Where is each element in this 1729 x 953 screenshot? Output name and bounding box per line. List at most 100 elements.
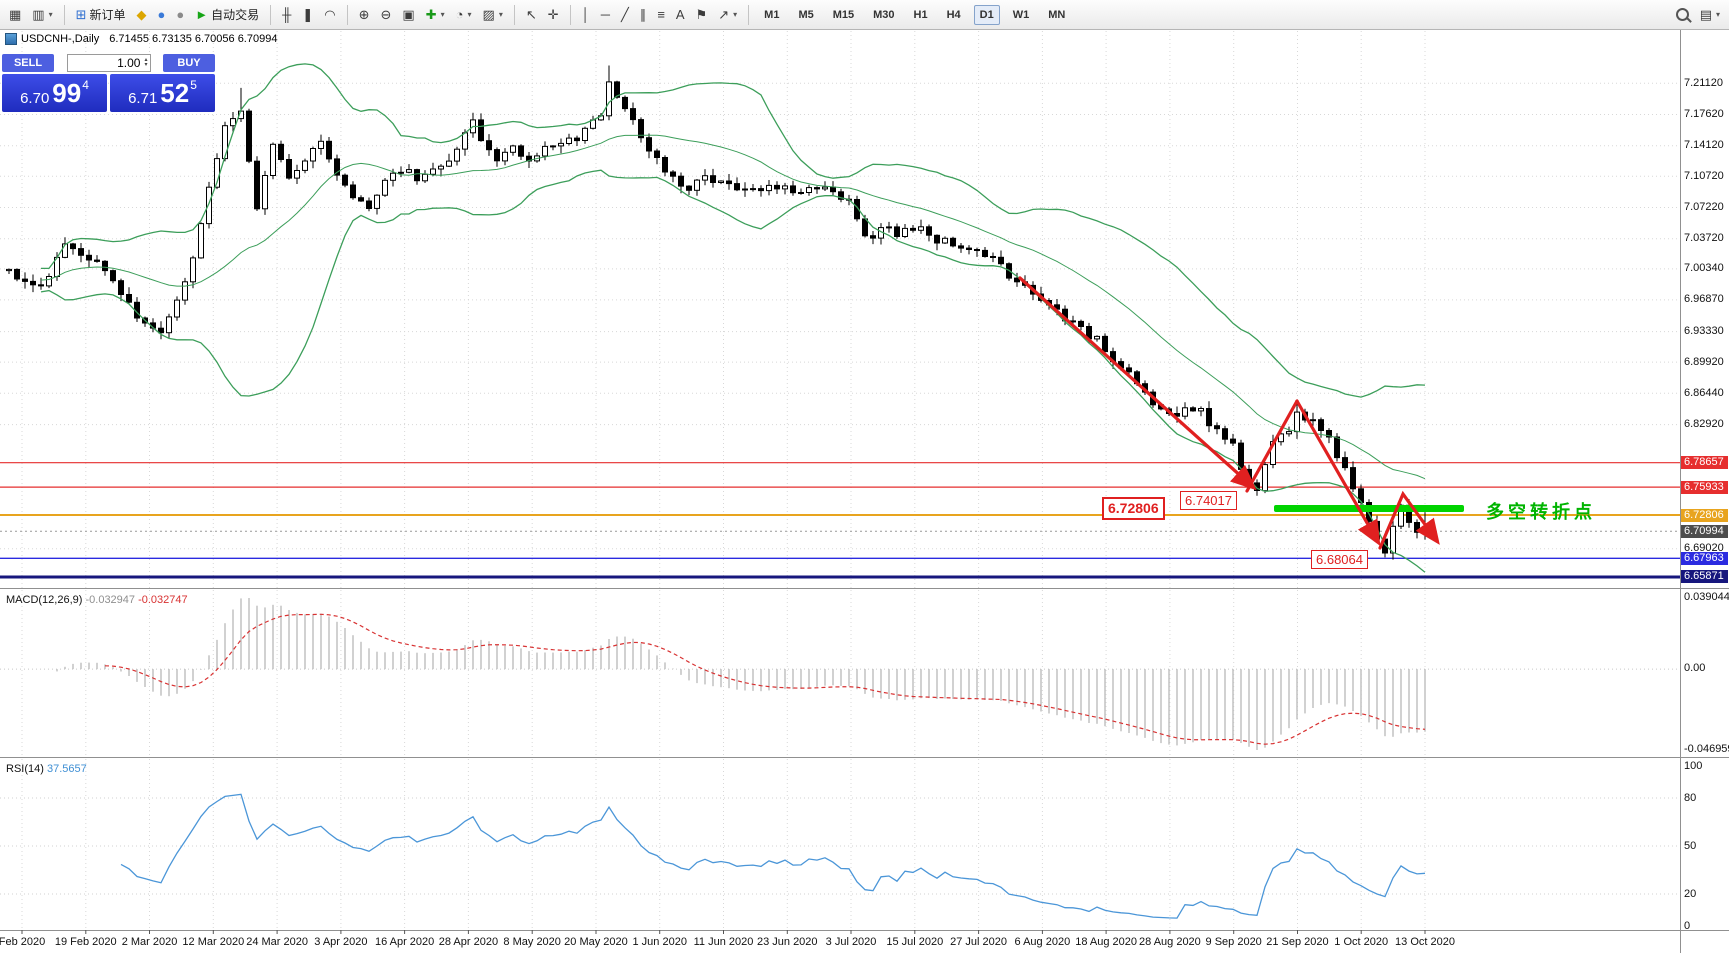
chevron-down-icon: ▾ <box>467 9 472 19</box>
chevron-down-icon: ▾ <box>440 9 445 19</box>
turning-point-annotation[interactable]: 多空转折点 <box>1486 502 1596 522</box>
timeframe-h4-button[interactable]: H4 <box>946 8 961 21</box>
buy-price-point: 5 <box>190 78 197 92</box>
timeframe-m1-button[interactable]: M1 <box>764 8 780 21</box>
timeframe-d1-button[interactable]: D1 <box>973 4 1000 25</box>
volume-down-button[interactable]: ▾ <box>144 62 148 68</box>
text-label-icon[interactable]: ⚑ <box>694 7 710 22</box>
chart-symbol-period: USDCNH-,Daily <box>21 33 100 45</box>
autotrading-label: 自动交易 <box>211 7 260 22</box>
bars-chart-icon[interactable]: ╫ <box>280 7 293 22</box>
vertical-line-icon[interactable]: │ <box>580 7 592 22</box>
community-icon: ● <box>176 7 185 22</box>
price-callout-high[interactable]: 6.74017 <box>1180 491 1237 510</box>
equidistant-channel-icon[interactable]: ∥ <box>638 7 649 22</box>
new-order-label: 新订单 <box>89 7 126 22</box>
tile-windows-icon: ▣ <box>402 7 415 22</box>
buy-price-button[interactable]: 6.71 52 5 <box>110 74 215 112</box>
price-callout-low[interactable]: 6.68064 <box>1311 550 1368 569</box>
cursor-icon[interactable]: ↖ <box>524 7 539 22</box>
crosshair-icon: ✛ <box>547 7 559 22</box>
indicators-icon: ✚ <box>425 7 437 22</box>
toolbar-separator <box>270 4 272 25</box>
crosshair-icon[interactable]: ✛ <box>546 7 561 22</box>
panels-icon[interactable]: ▤ ▾ <box>1698 7 1722 22</box>
new-order-icon: ⊞ <box>75 7 87 22</box>
panel-splitter-rsi[interactable] <box>0 756 1729 760</box>
new-order-button[interactable]: ⊞ 新订单 <box>74 7 128 22</box>
grid-lines <box>0 31 1680 930</box>
community-icon[interactable]: ● <box>174 7 186 22</box>
toolbar-separator <box>569 4 571 25</box>
rsi-value: 37.5657 <box>46 763 87 775</box>
volume-up-button[interactable]: ▴ <box>144 57 148 63</box>
fibonacci-icon[interactable]: ≡ <box>655 7 667 22</box>
market-icon[interactable]: ◆ <box>135 7 149 22</box>
macd-main-value: -0.032947 <box>85 594 136 606</box>
text-icon[interactable]: A <box>674 7 687 22</box>
chevron-down-icon: ▾ <box>48 9 53 19</box>
line-chart-icon[interactable]: ◠ <box>322 7 337 22</box>
sell-button[interactable]: SELL <box>2 54 54 72</box>
timeframe-h1-button[interactable]: H1 <box>913 8 928 21</box>
equidistant-channel-icon: ∥ <box>639 7 647 22</box>
periods-icon: ◔ <box>455 7 464 22</box>
arrows-icon[interactable]: ↗ ▾ <box>716 7 739 22</box>
horizontal-line-icon[interactable]: ─ <box>599 7 612 22</box>
tile-windows-icon[interactable]: ▣ <box>400 7 416 22</box>
toolbar-separator <box>748 4 750 25</box>
sell-price-point: 4 <box>82 78 89 92</box>
price-callout-level[interactable]: 6.72806 <box>1102 497 1165 520</box>
one-click-trading-panel: SELL 1.00 ▴ ▾ BUY 6.70 99 4 6.71 52 5 <box>2 54 215 112</box>
trendline-icon[interactable]: ╱ <box>619 7 631 22</box>
vertical-line-icon: │ <box>581 7 590 22</box>
new-chart-icon: ▦ <box>9 7 22 22</box>
chevron-down-icon: ▾ <box>1715 9 1720 19</box>
signals-icon: ● <box>157 7 166 22</box>
buy-price-base: 6.71 <box>128 90 158 107</box>
macd-signal-line <box>104 613 1426 745</box>
autotrading-icon: ► <box>195 7 209 22</box>
rsi-line <box>120 793 1426 919</box>
chart-ohlc-values: 6.71455 6.73135 6.70056 6.70994 <box>109 33 278 45</box>
sell-price-base: 6.70 <box>20 90 50 107</box>
timeframe-m15-button[interactable]: M15 <box>832 8 855 21</box>
timeframe-mn-button[interactable]: MN <box>1048 8 1066 21</box>
candlestick-chart-icon: ❚ <box>302 7 314 22</box>
periods-icon[interactable]: ◔ ▾ <box>454 7 474 22</box>
panels-icon: ▤ <box>1699 7 1712 22</box>
new-chart-icon[interactable]: ▦ <box>7 7 23 22</box>
chevron-down-icon: ▾ <box>733 9 738 19</box>
zoom-out-icon: ⊖ <box>380 7 392 22</box>
sell-price-button[interactable]: 6.70 99 4 <box>2 74 107 112</box>
timeframe-m30-button[interactable]: M30 <box>873 8 895 21</box>
search-icon[interactable] <box>1674 7 1691 22</box>
candlestick-chart-icon[interactable]: ❚ <box>300 7 315 22</box>
bollinger-bands <box>40 63 1426 573</box>
text-icon: A <box>675 7 685 22</box>
volume-value: 1.00 <box>117 56 141 70</box>
timeframe-m5-button[interactable]: M5 <box>798 8 814 21</box>
panel-splitter-macd[interactable] <box>0 587 1729 591</box>
horizontal-line-icon: ─ <box>600 7 610 22</box>
templates-icon: ▨ <box>482 7 495 22</box>
chevron-down-icon: ▾ <box>498 9 503 19</box>
zoom-out-icon[interactable]: ⊖ <box>379 7 394 22</box>
toolbar-separator <box>513 4 515 25</box>
volume-field[interactable]: 1.00 ▴ ▾ <box>66 54 151 72</box>
timeframe-w1-button[interactable]: W1 <box>1012 8 1030 21</box>
templates-icon[interactable]: ▨ ▾ <box>481 7 505 22</box>
macd-axis-min: -0.046959 <box>1684 743 1729 755</box>
trendline-icon: ╱ <box>620 7 629 22</box>
autotrading-button[interactable]: ► 自动交易 <box>193 7 261 22</box>
profiles-icon: ▥ <box>32 7 45 22</box>
chart-title: USDCNH-,Daily 6.71455 6.73135 6.70056 6.… <box>5 33 277 45</box>
profiles-icon[interactable]: ▥ ▾ <box>30 7 54 22</box>
zoom-in-icon[interactable]: ⊕ <box>357 7 372 22</box>
volume-spinner: ▴ ▾ <box>144 57 148 68</box>
indicators-icon[interactable]: ✚ ▾ <box>424 7 447 22</box>
buy-button[interactable]: BUY <box>163 54 215 72</box>
line-chart-icon: ◠ <box>324 7 336 22</box>
signals-icon[interactable]: ● <box>156 7 168 22</box>
